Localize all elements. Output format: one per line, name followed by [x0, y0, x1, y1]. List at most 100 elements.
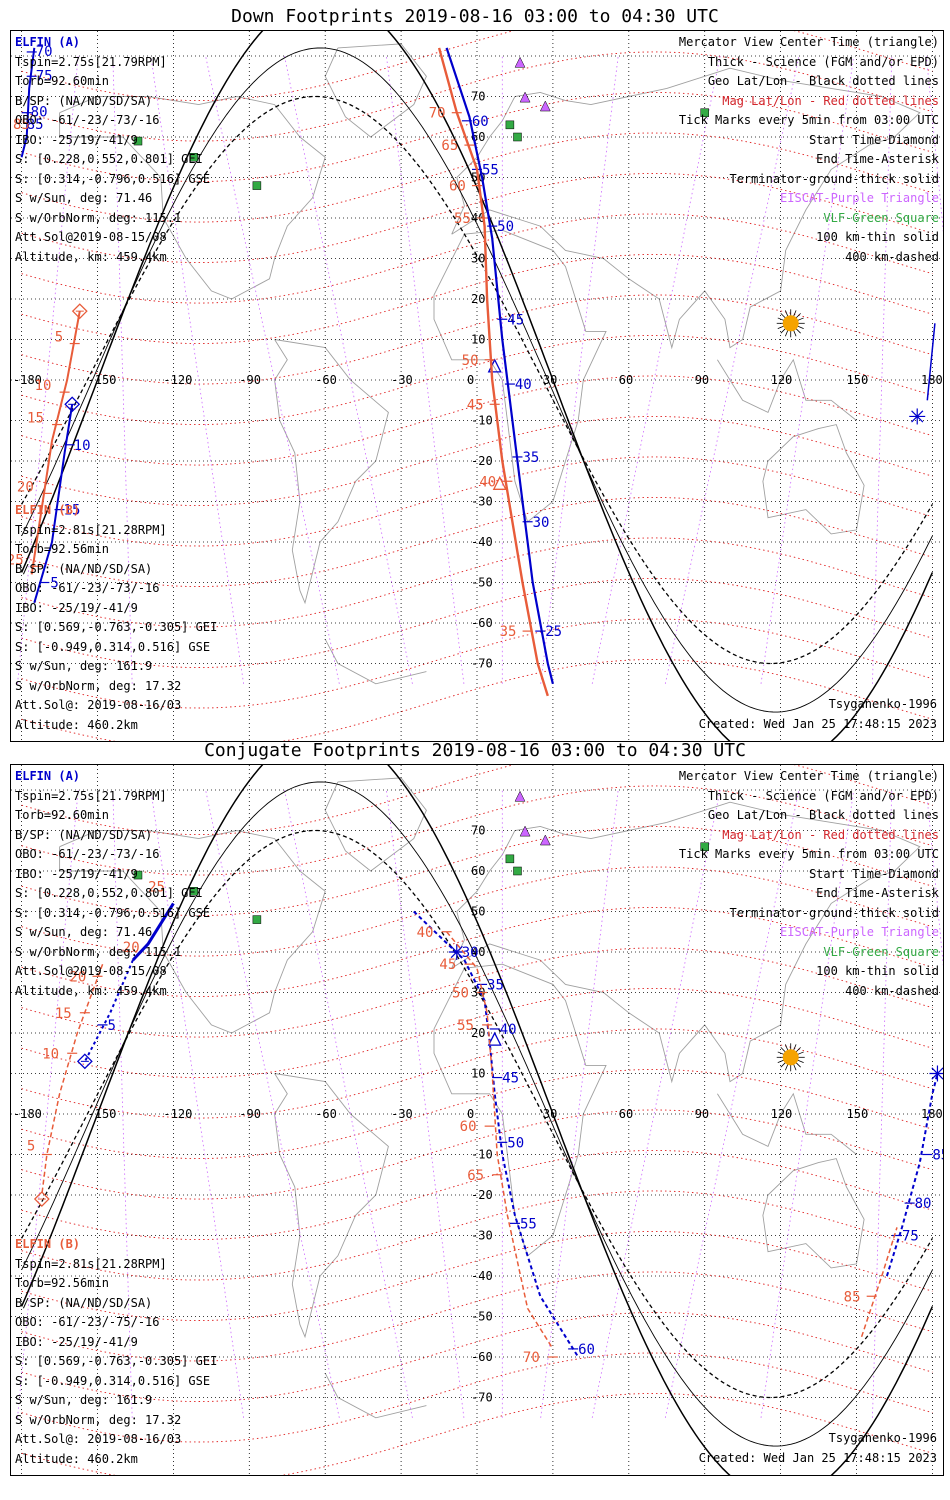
mag-meridian — [664, 55, 800, 684]
mag-meridian — [664, 789, 800, 1418]
track-tick-label: 5 — [27, 1139, 35, 1155]
vlf-square-icon — [700, 842, 709, 851]
elfin-a-track — [885, 1073, 939, 1277]
lon-tick-label: 60 — [619, 1107, 633, 1121]
elfin-a-info-line: Torb=92.60min — [15, 74, 109, 88]
legend-item: Terminator-ground-thick solid — [729, 171, 939, 186]
elfin-b-track — [446, 931, 554, 1350]
legend-item: Thick - Science (FGM and/or EPD) — [707, 788, 939, 803]
vlf-square-icon — [505, 854, 515, 864]
elfin-a-info-line: S w/Sun, deg: 71.46 — [15, 191, 153, 205]
lon-tick-label: 90 — [695, 1107, 709, 1121]
track-tick-label: 30 — [533, 515, 550, 531]
lon-tick-label: -180 — [13, 1107, 42, 1121]
elfin-b-info-line: S w/OrbNorm, deg: 17.32 — [15, 678, 182, 693]
elfin-b-track — [860, 1227, 898, 1338]
lat-tick-label: 40 — [471, 945, 485, 959]
lon-tick-label: 60 — [619, 373, 633, 387]
track-tick-label: 45 — [507, 312, 524, 328]
track-tick-label: 25 — [11, 552, 24, 568]
mag-meridian — [591, 789, 721, 1418]
mag-meridian — [112, 789, 133, 1418]
elfin-b-info-line: S: [-0.949,0.314,0.516] GSE — [15, 1373, 211, 1388]
vlf-square-icon — [252, 181, 262, 190]
coastline — [59, 96, 326, 300]
track-tick-label: 50 — [507, 1135, 524, 1151]
start-diamond-icon — [33, 1191, 50, 1207]
mag-meridian — [17, 55, 79, 684]
lat-tick-label: 10 — [471, 333, 485, 347]
elfin-a-info-line: S w/OrbNorm, deg: 115.1 — [15, 944, 182, 959]
coastline — [433, 963, 607, 1257]
map-svg: -180 -150 -120 -90 -60 -30 0 30 60 90 120 150 180 70 6… — [11, 31, 943, 741]
track-tick-label: 65 — [467, 1168, 484, 1184]
elfin-a-info-line: S: [0.314,-0.796,0.516] GSE — [15, 171, 211, 186]
start-diamond-icon — [76, 1053, 93, 1070]
elfin-a-track — [33, 404, 74, 604]
elfin-a-info-line: S w/Sun, deg: 71.46 — [15, 925, 153, 939]
legend-item: Geo Lat/Lon - Black dotted lines — [707, 808, 939, 822]
vlf-square-icon — [133, 870, 143, 880]
eiscat-triangle-icon — [539, 834, 551, 846]
mag-meridians — [17, 55, 943, 684]
lat-tick-label: -30 — [471, 495, 493, 509]
elfin-b-info-line: IBO: -25/19/-41/9 — [15, 1334, 138, 1349]
center-time-triangle-icon — [487, 1031, 502, 1046]
track-tick-label: 65 — [441, 138, 458, 154]
track-tick-label: 35 — [487, 977, 504, 993]
elfin-a-info-line: S: [0.228,0.552,0.801] GEI — [15, 886, 203, 900]
terminator — [20, 765, 934, 1475]
lat-tick-label: -50 — [471, 576, 493, 590]
elfin-b-info: ELFIN (B) Tspin=2.81s[21.28RPM] Torb=92.56… — [15, 1235, 217, 1469]
created-timestamp: Created: Wed Jan 25 17:48:15 2023 — [698, 717, 937, 731]
mag-meridian — [386, 55, 465, 684]
elfin-a-info-line: B/SP: (NA/ND/SD/SA) — [15, 827, 153, 842]
track-tick-label: 55 — [454, 211, 471, 227]
mag-meridian — [17, 789, 79, 1418]
elfin-a-info-line: OBO: -61/-23/-73/-16 — [15, 113, 160, 127]
elfin-a-info-line: IBO: -25/19/-41/9 — [15, 866, 138, 881]
coastline — [762, 424, 865, 535]
legend-item: Mag Lat/Lon - Red dotted lines — [722, 93, 939, 108]
track-tick-label: 15 — [27, 411, 44, 427]
elfin-b-info-line: B/SP: (NA/ND/SD/SA) — [15, 1295, 153, 1310]
coastline — [274, 339, 389, 605]
lat-tick-label: 20 — [471, 1026, 485, 1040]
track-tick-label: 55 — [457, 1018, 474, 1034]
track-tick-label: 40 — [479, 474, 496, 490]
created-timestamp: Created: Wed Jan 25 17:48:15 2023 — [698, 1451, 937, 1465]
elfin-b-info-header: ELFIN (B) — [15, 1237, 81, 1251]
elfin-b-info-line: OBO: -61/-23/-75/-16 — [15, 1315, 160, 1329]
elfin-b-info: ELFIN (B) Tspin=2.81s[21.28RPM] Torb=92.56… — [15, 501, 217, 735]
track-tick-label: 60 — [460, 1119, 477, 1135]
start-diamond-icon — [71, 303, 88, 320]
legend-item: EISCAT-Purple Triangle — [780, 191, 939, 205]
track-tick-label: 35 — [500, 624, 517, 640]
down-footprints-plot: -180 -150 -120 -90 -60 -30 0 30 60 90 120 150 180 70 6… — [10, 30, 944, 742]
lat-tick-label: 50 — [471, 905, 485, 919]
legend-item: 400 km-dashed — [845, 249, 939, 264]
legend-item: Tick Marks every 5min from 03:00 UTC — [678, 847, 939, 861]
track-tick-label: 15 — [55, 1006, 72, 1022]
lat-tick-label: -20 — [471, 1188, 493, 1202]
lat-tick-label: -10 — [471, 414, 493, 428]
lat-tick-label: 60 — [471, 864, 485, 878]
elfin-b-info-line: S: [0.569,-0.763,-0.305] GEI — [15, 620, 218, 634]
elfin-a-info-line: Tspin=2.75s[21.79RPM] — [15, 54, 167, 69]
lat-tick-label: 70 — [471, 824, 485, 838]
track-tick-label: 10 — [74, 438, 91, 454]
eiscat-triangle-icon — [519, 91, 531, 103]
track-tick-label: 75 — [902, 1229, 919, 1245]
elfin-b-info-line: Altitude: 460.2km — [15, 717, 138, 732]
legend-item: Mercator View Center Time (triangle) — [678, 35, 939, 49]
track-tick-label: 10 — [42, 1046, 59, 1062]
elfin-a-info-line: OBO: -61/-23/-73/-16 — [15, 847, 160, 861]
conjugate-footprints-plot: -180 -150 -120 -90 -60 -30 0 30 60 90 120 150 180 70 6… — [10, 764, 944, 1476]
track-tick-label: 30 — [462, 945, 479, 961]
vlf-square-icon — [252, 915, 262, 924]
track-tick-label: 70 — [429, 106, 446, 122]
coastline — [324, 43, 427, 138]
elfin-a-info-line: IBO: -25/19/-41/9 — [15, 132, 138, 147]
mag-meridian — [872, 55, 893, 684]
track-tick-label: 55 — [482, 162, 499, 178]
